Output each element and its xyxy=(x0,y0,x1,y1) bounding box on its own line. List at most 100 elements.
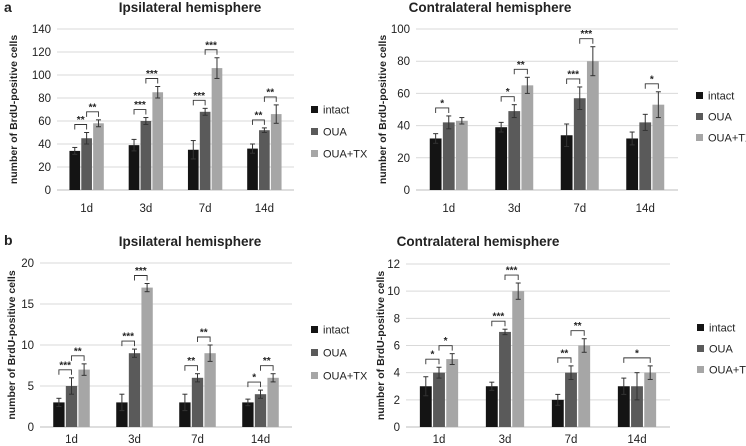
legend-label-oua-plus-tx: OUA+TX xyxy=(323,371,368,383)
x-tick-label: 7d xyxy=(199,203,212,215)
chart-title: Contralateral hemisphere xyxy=(397,234,560,249)
bar-intact-1d xyxy=(69,150,81,190)
significance-bracket xyxy=(504,274,519,281)
panel-label-a: a xyxy=(4,0,12,15)
significance-bracket xyxy=(145,78,159,84)
legend-label-oua-plus-tx: OUA+TX xyxy=(708,133,746,145)
bar-oua-plus-tx-7d xyxy=(586,61,599,191)
chart-a-contralateral: Contralateral hemisphere number of BrdU-p… xyxy=(377,0,746,215)
legend-swatch-oua xyxy=(697,345,704,352)
y-tick-label: 8 xyxy=(394,313,400,325)
significance-marker: ** xyxy=(574,321,582,332)
significance-marker: * xyxy=(444,336,448,347)
significance-marker: *** xyxy=(580,29,592,40)
bar-oua-1d xyxy=(65,386,78,427)
y-tick-label: 20 xyxy=(397,153,410,165)
significance-bracket xyxy=(438,345,453,351)
bar-oua-3d xyxy=(140,121,152,190)
bar-oua-7d xyxy=(565,372,577,427)
significance-bracket xyxy=(579,38,594,44)
bar-oua-plus-tx-1d xyxy=(93,123,104,190)
significance-marker: *** xyxy=(193,91,205,102)
legend-swatch-oua-plus-tx xyxy=(311,372,318,379)
significance-bracket xyxy=(71,355,85,361)
bar-oua-plus-tx-14d xyxy=(652,104,665,190)
y-tick-label: 6 xyxy=(394,341,400,353)
y-tick-label: 10 xyxy=(21,340,34,352)
bar-oua-plus-tx-14d xyxy=(267,377,279,427)
significance-bracket xyxy=(623,357,651,363)
bar-oua-3d xyxy=(128,353,141,427)
bar-oua-7d xyxy=(191,377,204,427)
significance-bracket xyxy=(425,358,440,365)
legend-swatch-oua xyxy=(696,113,703,120)
significance-bracket xyxy=(192,99,206,106)
significance-bracket xyxy=(263,96,277,102)
significance-bracket xyxy=(570,330,585,336)
bar-intact-7d xyxy=(187,149,199,190)
legend-swatch-oua xyxy=(311,128,318,135)
bar-intact-1d xyxy=(53,402,65,427)
bar-oua-plus-tx-14d xyxy=(644,372,657,427)
bar-oua-plus-tx-3d xyxy=(521,85,534,190)
y-axis-label: number of BrdU-positive cells xyxy=(377,35,389,185)
bar-oua-plus-tx-3d xyxy=(141,287,153,427)
x-tick-label: 1d xyxy=(433,434,446,446)
bar-oua-1d xyxy=(442,122,455,190)
legend-label-oua: OUA xyxy=(708,112,733,124)
x-tick-label: 3d xyxy=(139,203,152,215)
x-tick-label: 1d xyxy=(65,434,78,446)
bar-intact-14d xyxy=(626,138,639,190)
significance-marker: ** xyxy=(255,110,263,121)
significance-bracket xyxy=(197,336,211,342)
y-tick-label: 40 xyxy=(38,139,51,151)
chart-b-contralateral: Contralateral hemisphere number of BrdU-p… xyxy=(375,234,746,446)
y-tick-label: 100 xyxy=(32,70,51,82)
bar-intact-1d xyxy=(429,138,442,190)
legend-label-intact: intact xyxy=(323,105,349,117)
significance-marker: * xyxy=(650,74,654,85)
significance-bracket xyxy=(557,357,572,363)
y-tick-label: 60 xyxy=(38,116,51,128)
bar-intact-14d xyxy=(247,148,258,190)
bar-intact-3d xyxy=(116,402,128,427)
bar-oua-7d xyxy=(199,111,211,190)
y-tick-label: 15 xyxy=(21,299,34,311)
legend-label-oua-plus-tx: OUA+TX xyxy=(709,365,746,377)
y-tick-label: 60 xyxy=(397,88,410,100)
chart-b-ipsilateral: Ipsilateral hemisphere number of BrdU-pos… xyxy=(6,234,368,446)
chart-title: Contralateral hemisphere xyxy=(409,0,572,15)
x-tick-label: 14d xyxy=(251,434,270,446)
bar-intact-7d xyxy=(551,399,564,427)
y-tick-label: 5 xyxy=(28,381,34,393)
significance-marker: * xyxy=(635,348,639,359)
significance-marker: *** xyxy=(567,69,579,80)
bar-oua-plus-tx-14d xyxy=(270,114,282,190)
significance-bracket xyxy=(121,340,135,347)
significance-bracket xyxy=(566,78,581,84)
bar-intact-7d xyxy=(560,135,573,190)
significance-marker: * xyxy=(430,350,434,361)
y-tick-label: 0 xyxy=(404,185,410,197)
bar-oua-plus-tx-3d xyxy=(512,291,525,427)
x-tick-label: 3d xyxy=(499,434,512,446)
bar-intact-7d xyxy=(179,402,191,427)
y-tick-label: 100 xyxy=(391,24,410,36)
significance-bracket xyxy=(513,68,528,75)
y-axis-label: number of BrdU-positive cells xyxy=(375,271,387,421)
significance-bracket xyxy=(491,320,506,327)
significance-bracket xyxy=(184,365,198,371)
bar-intact-14d xyxy=(242,402,254,427)
bar-oua-plus-tx-3d xyxy=(152,92,164,190)
x-tick-label: 7d xyxy=(565,434,578,446)
legend-label-intact: intact xyxy=(708,91,734,103)
bar-intact-3d xyxy=(485,386,498,427)
significance-marker: *** xyxy=(205,40,217,51)
legend-swatch-oua xyxy=(311,349,318,356)
significance-bracket xyxy=(133,109,147,115)
significance-bracket xyxy=(204,49,218,55)
bar-oua-plus-tx-7d xyxy=(204,353,216,427)
bar-intact-14d xyxy=(617,386,630,427)
y-tick-label: 20 xyxy=(38,162,51,174)
bar-intact-3d xyxy=(495,127,508,190)
